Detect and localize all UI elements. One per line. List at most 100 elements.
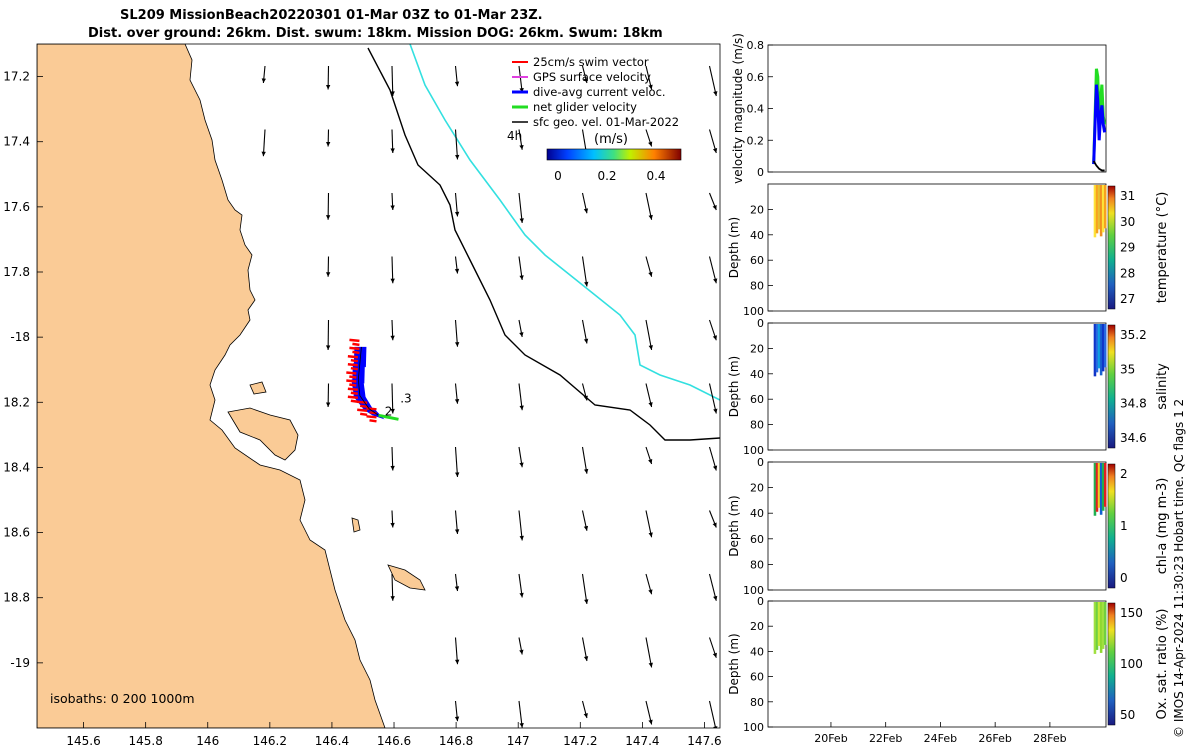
velocity-arrow xyxy=(645,637,653,668)
swim-vector xyxy=(350,391,359,396)
swim-vector xyxy=(360,412,368,417)
swim-vector xyxy=(346,371,357,375)
swim-vector xyxy=(350,399,359,404)
depth-tick-label: 40 xyxy=(750,507,764,520)
velocity-arrowhead xyxy=(261,151,266,157)
velocity-arrow xyxy=(518,192,523,224)
velocity-arrowhead xyxy=(648,214,653,220)
island-small-2 xyxy=(249,381,267,395)
velocity-arrowhead xyxy=(519,275,524,280)
depth-tick-label: 60 xyxy=(750,254,764,267)
profile-cell xyxy=(1097,463,1101,508)
depth-tick-label: 80 xyxy=(750,558,764,571)
velocity-arrowhead xyxy=(648,532,653,538)
velocity-arrowhead xyxy=(454,211,460,217)
depth-tick-label: 100 xyxy=(743,444,764,457)
velocity-arrow xyxy=(645,319,653,351)
legend-sfc-geo-vel: sfc geo. vel. 01-Mar-2022 xyxy=(533,115,679,129)
map-y-tick-label: -18 xyxy=(10,330,30,344)
velocity-arrowhead xyxy=(712,465,718,471)
chart-title-line-2: Dist. over ground: 26km. Dist. swum: 18k… xyxy=(88,26,663,41)
map-y-tick-label: 18.8 xyxy=(3,591,30,605)
depth-tick-label: 0 xyxy=(757,595,764,608)
profile-cell xyxy=(1093,463,1097,516)
velocity-arrowhead xyxy=(713,408,718,414)
map-x-tick-label: 146.2 xyxy=(253,734,287,748)
swim-vector xyxy=(352,350,360,355)
velocity-arrowhead xyxy=(454,529,460,534)
profile-cell xyxy=(1099,324,1103,376)
velocity-arrowhead xyxy=(584,281,589,287)
map-x-tick-label: 147 xyxy=(507,734,530,748)
map-y-tick-label: 17.2 xyxy=(3,70,30,84)
velocity-arrowhead xyxy=(648,459,653,464)
swim-vector xyxy=(366,407,377,411)
colorbar-tick-label: 35.2 xyxy=(1120,328,1147,342)
colorbar-unit-label: (m/s) xyxy=(594,132,628,147)
profile-cell xyxy=(1101,602,1105,649)
profile-cell xyxy=(1093,185,1097,238)
depth-tick-label: 20 xyxy=(750,620,764,633)
velocity-arrowhead xyxy=(648,271,653,277)
swim-vector xyxy=(349,383,357,387)
velocity-arrowhead xyxy=(712,335,717,341)
velocity-arrowhead xyxy=(455,472,460,477)
depth-axis-label: Depth (m) xyxy=(727,633,741,694)
profile-cell xyxy=(1103,602,1107,645)
colorbar-label: Ox. sat. ratio (%) xyxy=(1155,609,1170,720)
velocity-arrowhead xyxy=(713,91,718,96)
velocity-arrow xyxy=(708,256,717,284)
swim-vector xyxy=(357,400,368,405)
velocity-arrow xyxy=(708,383,717,414)
velocity-arrow xyxy=(708,65,717,97)
map-x-tick-label: 146.6 xyxy=(377,734,411,748)
profile-cell xyxy=(1095,602,1099,650)
map-y-tick-label: 18.2 xyxy=(3,395,30,409)
velocity-arrowhead xyxy=(519,722,524,728)
velocity-arrow xyxy=(391,65,394,96)
velocity-y-tick-label: 0.4 xyxy=(747,103,765,116)
depth-axis-label: Depth (m) xyxy=(727,495,741,556)
swim-vector xyxy=(360,404,368,409)
velocity-y-label: velocity magnitude (m/s) xyxy=(731,33,745,184)
profile-colorbar xyxy=(1107,324,1116,449)
swim-vector xyxy=(349,375,357,379)
profile-cell xyxy=(1101,463,1105,511)
velocity-arrowhead xyxy=(390,522,395,528)
legend-swim-vector: 25cm/s swim vector xyxy=(533,55,649,69)
profile-cell xyxy=(1097,185,1101,230)
depth-tick-label: 20 xyxy=(750,203,764,216)
map-x-tick-label: 146.4 xyxy=(315,734,349,748)
swim-vector xyxy=(350,366,359,371)
profile-panel-1: 20 40 60 80 100 Depth (m) 31 30 29 28 27 temperatur… xyxy=(727,183,1170,318)
legend-time-scale: 4h xyxy=(507,129,522,143)
profile-cell xyxy=(1093,324,1097,377)
velocity-y-tick-label: 0 xyxy=(757,166,764,179)
velocity-arrow xyxy=(708,573,717,601)
velocity-arrowhead xyxy=(648,589,653,595)
profile-cell xyxy=(1093,602,1097,654)
velocity-arrow xyxy=(581,446,588,474)
velocity-arrowhead xyxy=(454,268,460,274)
velocity-arrowhead xyxy=(713,726,718,728)
depth-tick-label: 60 xyxy=(750,671,764,684)
velocity-series-line xyxy=(1092,84,1106,165)
velocity-arrowhead xyxy=(326,272,331,277)
velocity-arrowhead xyxy=(454,586,460,591)
velocity-arrowhead xyxy=(326,141,331,147)
velocity-arrowhead xyxy=(648,141,653,147)
depth-tick-label: 100 xyxy=(743,305,764,318)
depth-tick-label: 60 xyxy=(750,393,764,406)
colorbar-tick-label: 0 xyxy=(1120,571,1128,585)
velocity-arrowhead xyxy=(583,208,589,214)
date-tick-label: 20Feb xyxy=(814,732,847,745)
velocity-arrowhead xyxy=(519,462,524,468)
velocity-arrowhead xyxy=(519,405,524,411)
depth-tick-label: 80 xyxy=(750,419,764,432)
isobath-1000m xyxy=(409,44,720,401)
island-small-1 xyxy=(351,517,361,533)
map-panel: isobaths: 0 200 1000m 2 .3 145.6 145.8 146… xyxy=(3,43,722,748)
